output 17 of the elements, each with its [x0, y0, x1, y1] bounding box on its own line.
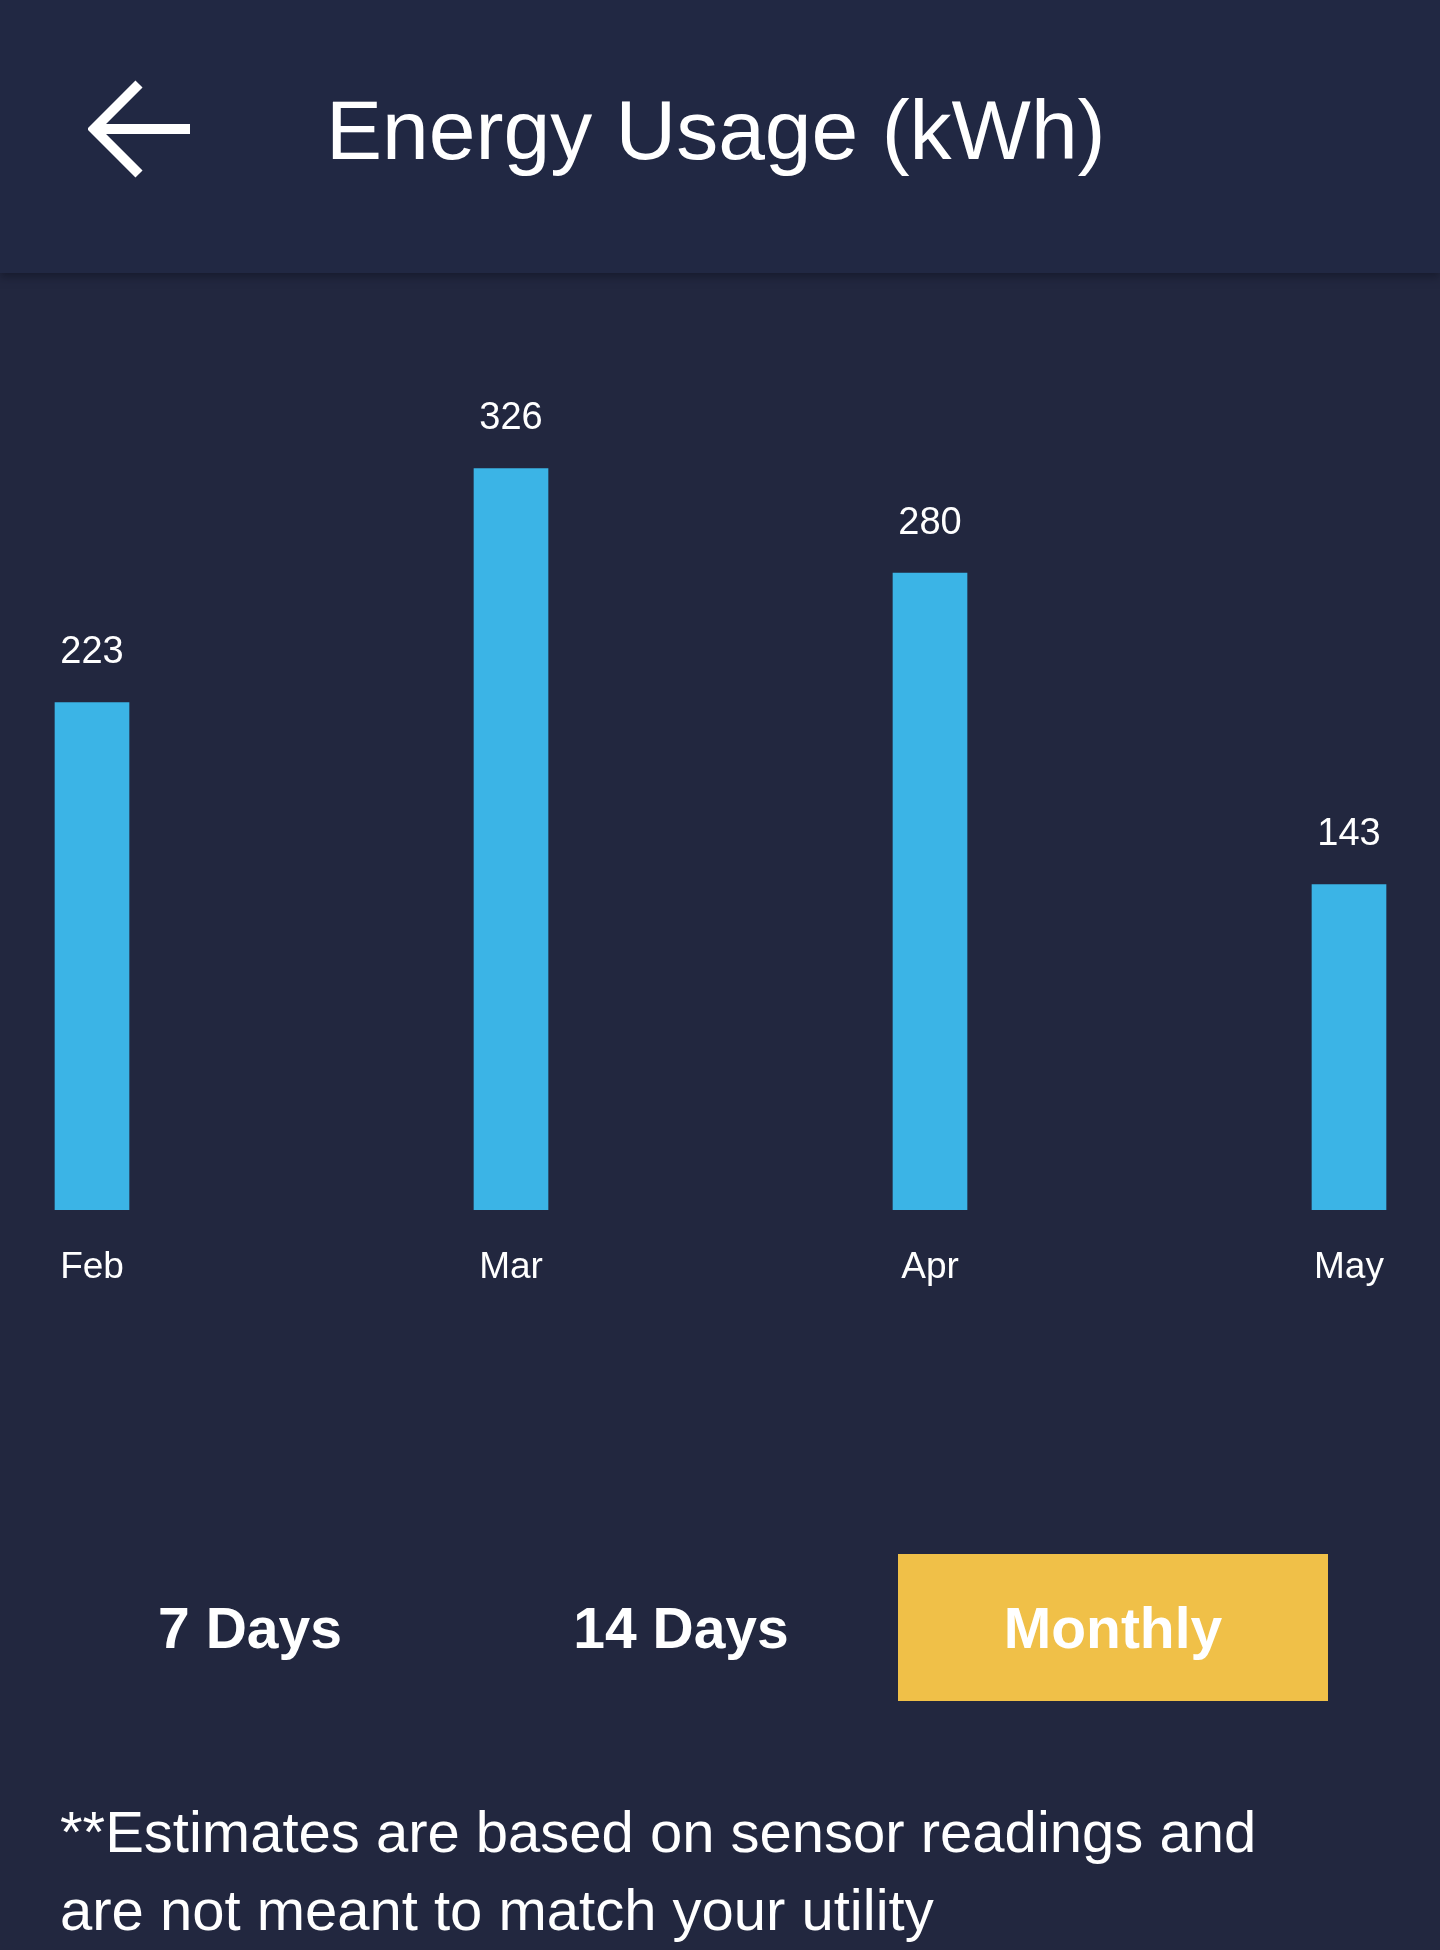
text: **Estimates are based on sensor readings and are not meant to match your utility [60, 1798, 1258, 1944]
x-tick-label: Apr [901, 1245, 959, 1286]
data-label: 223 [60, 629, 124, 672]
text: 7 Days [158, 1594, 342, 1661]
x-tick-label: Mar [479, 1245, 543, 1286]
bar [54, 702, 130, 1210]
bar [892, 572, 968, 1210]
x-tick-label: Feb [60, 1245, 124, 1286]
bar [1311, 884, 1387, 1210]
data-label: 326 [479, 395, 543, 438]
x-tick-label: May [1314, 1245, 1385, 1286]
chart-title: Energy Usage (kWh) [326, 82, 1106, 179]
text: 14 Days [573, 1594, 789, 1661]
bar [473, 468, 549, 1210]
data-label: 143 [1317, 811, 1381, 854]
data-label: 280 [898, 499, 962, 542]
text: Monthly [1003, 1594, 1223, 1661]
